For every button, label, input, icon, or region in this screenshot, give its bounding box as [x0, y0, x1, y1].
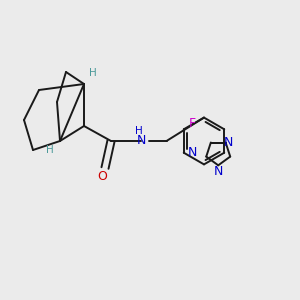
Text: H: H: [135, 126, 142, 136]
Text: O: O: [97, 170, 107, 183]
Text: N: N: [214, 165, 223, 178]
Text: H: H: [46, 145, 53, 155]
Text: N: N: [136, 134, 146, 148]
Text: N: N: [224, 136, 233, 149]
Text: N: N: [188, 146, 197, 159]
Text: F: F: [189, 117, 196, 130]
Text: H: H: [89, 68, 97, 79]
